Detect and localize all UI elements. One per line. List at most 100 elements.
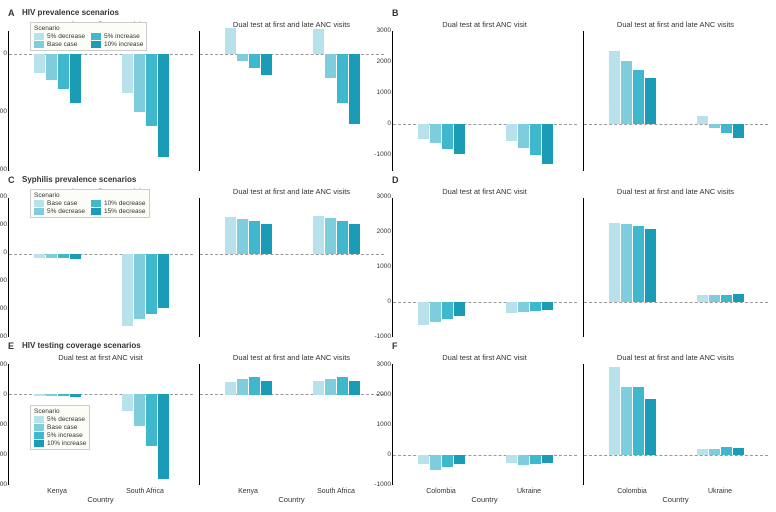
bar <box>134 54 145 112</box>
legend-item: 15% decrease <box>91 208 146 215</box>
bars <box>101 364 189 485</box>
y-tick: 3000 <box>371 361 391 368</box>
legend-label: Base case <box>47 41 77 48</box>
bar-group: Colombia <box>397 364 485 485</box>
bar-group <box>13 198 101 338</box>
subplots: Dual test at first ANC visit300020001000… <box>392 353 768 504</box>
legend: Scenario5% decreaseBase case5% increase1… <box>30 22 147 51</box>
panel-C: CSyphilis prevalence scenariosScenarioBa… <box>8 175 384 338</box>
y-tick: -200 <box>0 277 7 284</box>
subplot-title: Dual test at first ANC visit <box>392 187 577 196</box>
x-category: South Africa <box>317 488 355 495</box>
bar-group <box>588 31 676 171</box>
bar-group <box>676 31 764 171</box>
subplots: Dual test at first ANC visit300020001000… <box>392 20 768 171</box>
bar <box>442 455 453 467</box>
bar <box>261 54 272 75</box>
bar <box>313 29 324 55</box>
bars <box>397 364 485 485</box>
legend-label: Base case <box>47 424 77 431</box>
plot-area: 3000200010000-1000 <box>392 198 577 338</box>
bars <box>588 364 676 485</box>
bar-group <box>588 198 676 338</box>
legend-label: 5% increase <box>104 33 140 40</box>
y-tick: -500 <box>0 108 7 115</box>
panel-title: HIV testing coverage scenarios <box>22 341 141 350</box>
legend-label: 10% decrease <box>104 200 146 207</box>
bar <box>249 54 260 68</box>
y-tick: 0 <box>0 50 7 57</box>
bar <box>349 54 360 124</box>
bars <box>676 364 764 485</box>
bar <box>46 54 57 80</box>
subplot: Dual test at first ANC visit300020001000… <box>392 353 577 504</box>
y-tick: -500 <box>0 421 7 428</box>
panel-letter: C <box>8 175 15 185</box>
bars <box>588 31 676 171</box>
bars <box>101 198 189 338</box>
bar <box>645 229 656 302</box>
bar <box>430 302 441 322</box>
plot-area: KenyaSouth Africa <box>199 364 384 485</box>
bar <box>621 387 632 455</box>
panel-letter: A <box>8 8 15 18</box>
x-category: Ukraine <box>708 488 732 495</box>
x-category: Kenya <box>47 488 67 495</box>
legend-label: 10% increase <box>104 41 143 48</box>
bar <box>542 302 553 310</box>
x-axis-label: Country <box>199 495 384 504</box>
bars <box>292 31 380 171</box>
bar <box>349 381 360 395</box>
subplot: Dual test at first ANC visit300020001000… <box>392 20 577 171</box>
bar <box>134 394 145 425</box>
bar <box>122 254 133 327</box>
plot-area: 3000200010000-1000ColombiaUkraine <box>392 364 577 485</box>
bar-group: Kenya <box>204 364 292 485</box>
bar <box>454 124 465 153</box>
bar <box>70 394 81 396</box>
bar <box>349 224 360 253</box>
bar-groups <box>204 31 380 171</box>
bar <box>237 219 248 254</box>
legend-title: Scenario <box>34 192 146 199</box>
y-tick: 0 <box>371 451 391 458</box>
x-category: Colombia <box>426 488 456 495</box>
bar-groups: ColombiaUkraine <box>397 364 573 485</box>
bar <box>709 124 720 128</box>
bar <box>418 455 429 465</box>
y-tick: -1000 <box>0 451 7 458</box>
bar-groups <box>204 198 380 338</box>
bar <box>237 54 248 61</box>
bar <box>46 394 57 396</box>
bar <box>46 254 57 258</box>
legend-item: 5% increase <box>91 33 143 40</box>
subplot: Dual test at first and late ANC visits <box>199 187 384 338</box>
bar <box>70 54 81 103</box>
bar <box>146 54 157 126</box>
bar <box>530 124 541 155</box>
bar <box>58 394 69 396</box>
bar <box>430 455 441 470</box>
y-tick: 3000 <box>371 193 391 200</box>
bar <box>146 394 157 445</box>
bar-groups: KenyaSouth Africa <box>204 364 380 485</box>
bar <box>261 224 272 253</box>
plot-area <box>199 198 384 338</box>
bar <box>609 51 620 124</box>
legend-swatch <box>34 33 44 40</box>
y-tick: 3000 <box>371 27 391 34</box>
bar <box>418 124 429 139</box>
bar-group <box>485 198 573 338</box>
subplot-title: Dual test at first and late ANC visits <box>583 187 768 196</box>
bar-group <box>101 198 189 338</box>
bars <box>292 198 380 338</box>
bar-group <box>204 198 292 338</box>
bar <box>621 224 632 303</box>
bar <box>721 124 732 133</box>
y-tick: 500 <box>0 361 7 368</box>
bar <box>134 254 145 320</box>
bar <box>158 394 169 478</box>
bar <box>34 54 45 73</box>
subplots: Dual test at first ANC visit 300020001000… <box>392 187 768 338</box>
panel-D: DDual test at first ANC visit30002000100… <box>392 175 768 338</box>
